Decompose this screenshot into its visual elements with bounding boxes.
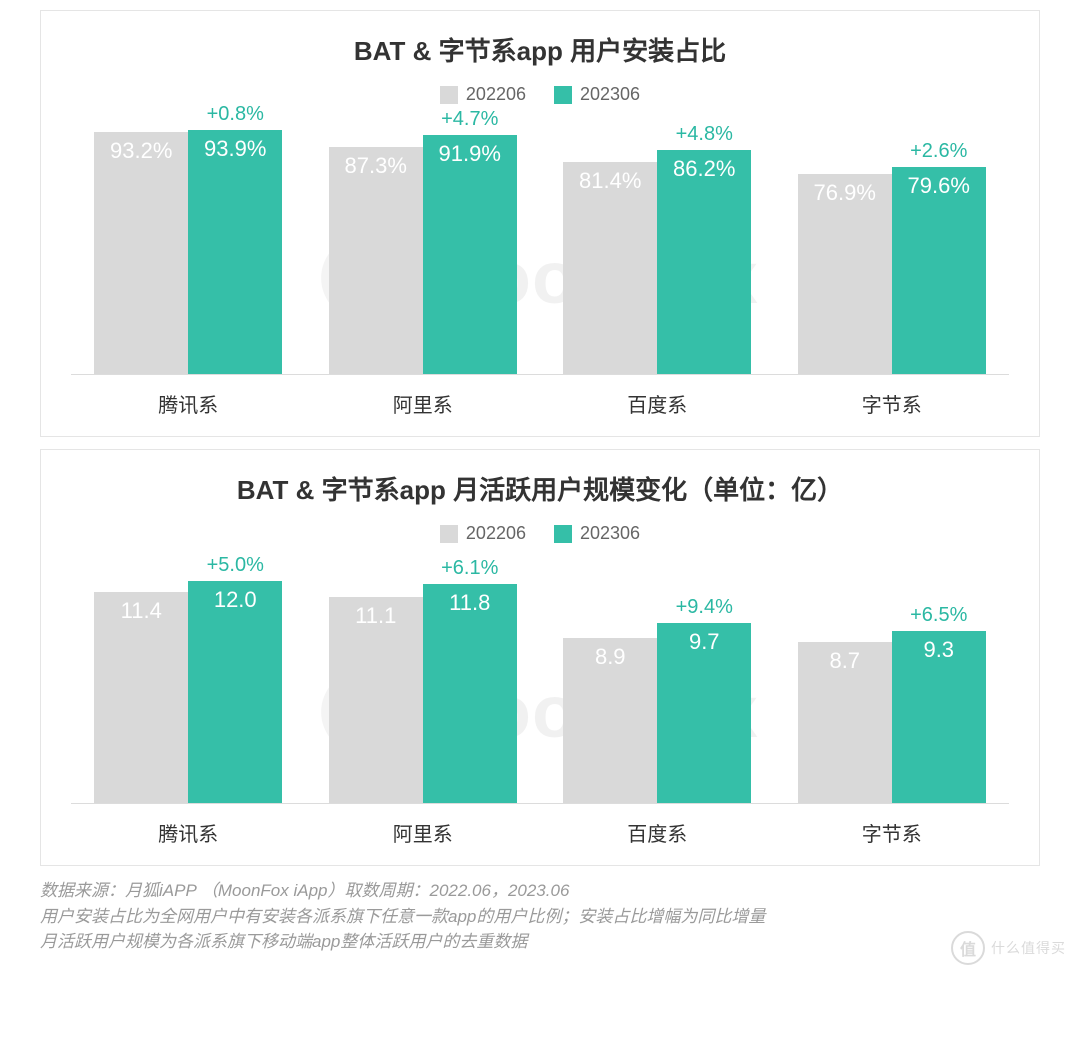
bar-group: 87.3% +4.7% 91.9%: [306, 108, 541, 374]
delta-label: +0.8%: [207, 103, 264, 126]
bar-value-label: 79.6%: [908, 173, 970, 199]
bar-group: 8.7 +6.5% 9.3: [775, 604, 1010, 803]
x-axis-label: 百度系: [540, 389, 775, 418]
legend-label-b: 202306: [580, 84, 640, 105]
chart-install-share: BAT & 字节系app 用户安装占比 202206 202306 MoonFo…: [40, 10, 1040, 437]
x-axis-label: 阿里系: [306, 389, 541, 418]
bar-series-a: 93.2%: [94, 132, 188, 374]
smzdm-badge: 值 什么值得买: [951, 931, 1066, 965]
chart1-title: BAT & 字节系app 用户安装占比: [71, 31, 1009, 68]
delta-label: +6.1%: [441, 557, 498, 580]
bar-value-label: 11.8: [449, 590, 490, 616]
footer-notes: 数据来源：月狐iAPP （MoonFox iApp）取数周期：2022.06，2…: [40, 878, 1040, 955]
chart-mau: BAT & 字节系app 月活跃用户规模变化（单位：亿） 202206 2023…: [40, 449, 1040, 866]
delta-label: +6.5%: [910, 604, 967, 627]
chart2-plot: MoonFox 11.4+5.0%12.011.1+6.1%11.88.9+9.…: [71, 554, 1009, 804]
x-axis-label: 阿里系: [306, 818, 541, 847]
delta-label: +9.4%: [676, 596, 733, 619]
legend-item-b: 202306: [554, 84, 640, 105]
bar-series-a: 76.9%: [798, 174, 892, 374]
bar-value-label: 93.2%: [110, 138, 172, 164]
x-axis-label: 腾讯系: [71, 818, 306, 847]
bar-series-b: 12.0: [188, 581, 282, 803]
legend-item-b: 202306: [554, 523, 640, 544]
x-axis-label: 百度系: [540, 818, 775, 847]
footer-line3: 月活跃用户规模为各派系旗下移动端app整体活跃用户的去重数据: [40, 929, 1040, 955]
bar-group: 11.1 +6.1% 11.8: [306, 557, 541, 803]
bar-value-label: 11.4: [121, 598, 162, 624]
bar-series-b: 9.7: [657, 623, 751, 803]
legend-label-a: 202206: [466, 84, 526, 105]
footer-line2: 用户安装占比为全网用户中有安装各派系旗下任意一款app的用户比例；安装占比增幅为…: [40, 904, 1040, 930]
bar-value-label: 12.0: [214, 587, 257, 613]
bar-group: 11.4 +5.0% 12.0: [71, 554, 306, 803]
chart1-xaxis: 腾讯系阿里系百度系字节系: [71, 389, 1009, 418]
bar-group: 93.2% +0.8% 93.9%: [71, 103, 306, 374]
bar-series-a: 81.4%: [563, 162, 657, 374]
bar-group: 76.9% +2.6% 79.6%: [775, 140, 1010, 374]
bar-value-label: 86.2%: [673, 156, 735, 182]
chart2-xaxis: 腾讯系阿里系百度系字节系: [71, 818, 1009, 847]
x-axis-label: 字节系: [775, 389, 1010, 418]
delta-label: +2.6%: [910, 140, 967, 163]
bar-value-label: 8.9: [595, 644, 626, 670]
delta-label: +4.7%: [441, 108, 498, 131]
smzdm-badge-text: 什么值得买: [991, 938, 1066, 958]
legend-item-a: 202206: [440, 84, 526, 105]
chart1-legend: 202206 202306: [71, 84, 1009, 105]
bar-series-a: 11.4: [94, 592, 188, 803]
bar-value-label: 81.4%: [579, 168, 641, 194]
chart2-legend: 202206 202306: [71, 523, 1009, 544]
bar-group: 81.4% +4.8% 86.2%: [540, 123, 775, 374]
chart2-title: BAT & 字节系app 月活跃用户规模变化（单位：亿）: [71, 470, 1009, 507]
bar-series-b: 91.9%: [423, 135, 517, 374]
legend-item-a: 202206: [440, 523, 526, 544]
legend-swatch-a: [440, 86, 458, 104]
bar-series-a: 8.7: [798, 642, 892, 803]
legend-swatch-a: [440, 525, 458, 543]
legend-label-a: 202206: [466, 523, 526, 544]
bar-series-b: 79.6%: [892, 167, 986, 374]
bar-value-label: 8.7: [829, 648, 860, 674]
x-axis-label: 腾讯系: [71, 389, 306, 418]
bar-value-label: 11.1: [355, 603, 396, 629]
chart1-plot: MoonFox 93.2%+0.8%93.9%87.3%+4.7%91.9%81…: [71, 115, 1009, 375]
bar-series-b: 93.9%: [188, 130, 282, 374]
bar-series-a: 11.1: [329, 597, 423, 803]
legend-swatch-b: [554, 86, 572, 104]
delta-label: +5.0%: [207, 554, 264, 577]
bar-series-a: 87.3%: [329, 147, 423, 374]
footer-line1: 数据来源：月狐iAPP （MoonFox iApp）取数周期：2022.06，2…: [40, 878, 1040, 904]
bar-series-b: 86.2%: [657, 150, 751, 374]
bar-value-label: 76.9%: [814, 180, 876, 206]
legend-label-b: 202306: [580, 523, 640, 544]
bar-value-label: 93.9%: [204, 136, 266, 162]
x-axis-label: 字节系: [775, 818, 1010, 847]
smzdm-badge-icon: 值: [951, 931, 985, 965]
bar-value-label: 91.9%: [439, 141, 501, 167]
bar-value-label: 9.3: [923, 637, 954, 663]
bar-series-a: 8.9: [563, 638, 657, 803]
bar-series-b: 11.8: [423, 584, 517, 803]
bar-group: 8.9 +9.4% 9.7: [540, 596, 775, 803]
legend-swatch-b: [554, 525, 572, 543]
bar-value-label: 9.7: [689, 629, 720, 655]
delta-label: +4.8%: [676, 123, 733, 146]
bar-series-b: 9.3: [892, 631, 986, 803]
bar-value-label: 87.3%: [345, 153, 407, 179]
